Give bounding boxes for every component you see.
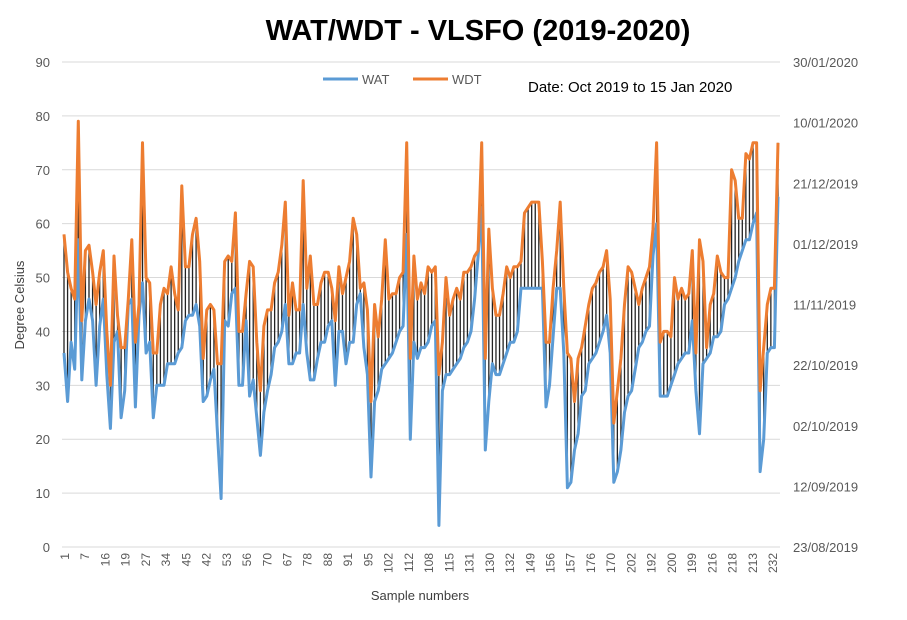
secondary-y-tick-label: 11/11/2019	[793, 298, 856, 313]
secondary-y-tick-label: 01/12/2019	[793, 237, 858, 252]
x-tick-label: 91	[341, 553, 355, 567]
y-tick-label: 60	[36, 217, 50, 232]
x-tick-label: 70	[260, 553, 274, 567]
x-tick-label: 7	[78, 553, 92, 560]
x-tick-label: 192	[645, 553, 659, 573]
x-tick-label: 149	[523, 553, 537, 573]
y-tick-label: 10	[36, 486, 50, 501]
x-tick-label: 102	[382, 553, 396, 573]
x-tick-label: 42	[200, 553, 214, 567]
x-tick-label: 19	[119, 553, 133, 567]
x-tick-label: 34	[159, 553, 173, 567]
x-tick-label: 115	[442, 553, 456, 572]
y-tick-label: 70	[36, 163, 50, 178]
x-tick-label: 213	[746, 553, 760, 573]
secondary-y-tick-label: 30/01/2020	[793, 55, 858, 70]
legend-wat-label: WAT	[362, 72, 389, 87]
x-tick-label: 112	[402, 553, 416, 572]
x-tick-label: 131	[463, 553, 477, 573]
secondary-y-tick-label: 02/10/2019	[793, 419, 858, 434]
secondary-y-tick-label: 12/09/2019	[793, 479, 858, 494]
x-tick-label: 16	[98, 553, 112, 567]
series-line-wdt	[62, 119, 780, 425]
x-tick-label: 176	[584, 553, 598, 573]
x-tick-label: 156	[543, 553, 557, 573]
x-tick-label: 108	[422, 553, 436, 573]
y-tick-label: 0	[43, 540, 50, 555]
series-lines	[62, 119, 780, 527]
y-axis-ticks: 0 10 20 30 40 50 60 70 80 90	[36, 55, 50, 555]
x-tick-label: 216	[705, 553, 719, 573]
x-tick-label: 218	[726, 553, 740, 573]
y-tick-label: 30	[36, 378, 50, 393]
x-tick-label: 132	[503, 553, 517, 573]
secondary-y-tick-label: 10/01/2020	[793, 116, 858, 131]
y-axis-title: Degree Celsius	[12, 260, 27, 349]
x-tick-label: 202	[624, 553, 638, 573]
x-tick-label: 232	[766, 553, 780, 573]
y-tick-label: 50	[36, 271, 50, 286]
x-tick-label: 67	[281, 553, 295, 567]
y-tick-label: 90	[36, 55, 50, 70]
gridlines	[62, 61, 780, 548]
x-tick-label: 95	[361, 553, 375, 567]
y-tick-label: 20	[36, 432, 50, 447]
x-tick-label: 78	[301, 553, 315, 567]
x-tick-label: 200	[665, 553, 679, 573]
x-tick-label: 53	[220, 553, 234, 567]
secondary-y-tick-label: 22/10/2019	[793, 358, 858, 373]
legend-wdt-label: WDT	[452, 72, 482, 87]
y-tick-label: 80	[36, 109, 50, 124]
x-tick-label: 130	[483, 553, 497, 573]
y-tick-label: 40	[36, 324, 50, 339]
x-tick-label: 45	[179, 553, 193, 567]
x-tick-label: 27	[139, 553, 153, 567]
x-tick-label: 56	[240, 553, 254, 567]
x-tick-label: 1	[58, 553, 72, 560]
x-axis-title: Sample numbers	[371, 588, 470, 603]
date-range-annotation: Date: Oct 2019 to 15 Jan 2020	[528, 79, 732, 96]
secondary-y-tick-label: 21/12/2019	[793, 176, 858, 191]
secondary-y-axis-ticks: 23/08/2019 12/09/2019 02/10/2019 22/10/2019…	[793, 55, 858, 555]
x-axis-ticks: 1 7 16 19 27 34 45 42 53 56 70 67 78 88 91 95 102 112 108 1…	[58, 553, 780, 573]
x-tick-label: 88	[321, 553, 335, 567]
x-tick-label: 157	[564, 553, 578, 573]
legend: WAT WDT	[323, 72, 482, 87]
secondary-y-tick-label: 23/08/2019	[793, 540, 858, 555]
x-tick-label: 170	[604, 553, 618, 573]
chart-title: WAT/WDT - VLSFO (2019-2020)	[266, 15, 691, 47]
x-tick-label: 199	[685, 553, 699, 573]
